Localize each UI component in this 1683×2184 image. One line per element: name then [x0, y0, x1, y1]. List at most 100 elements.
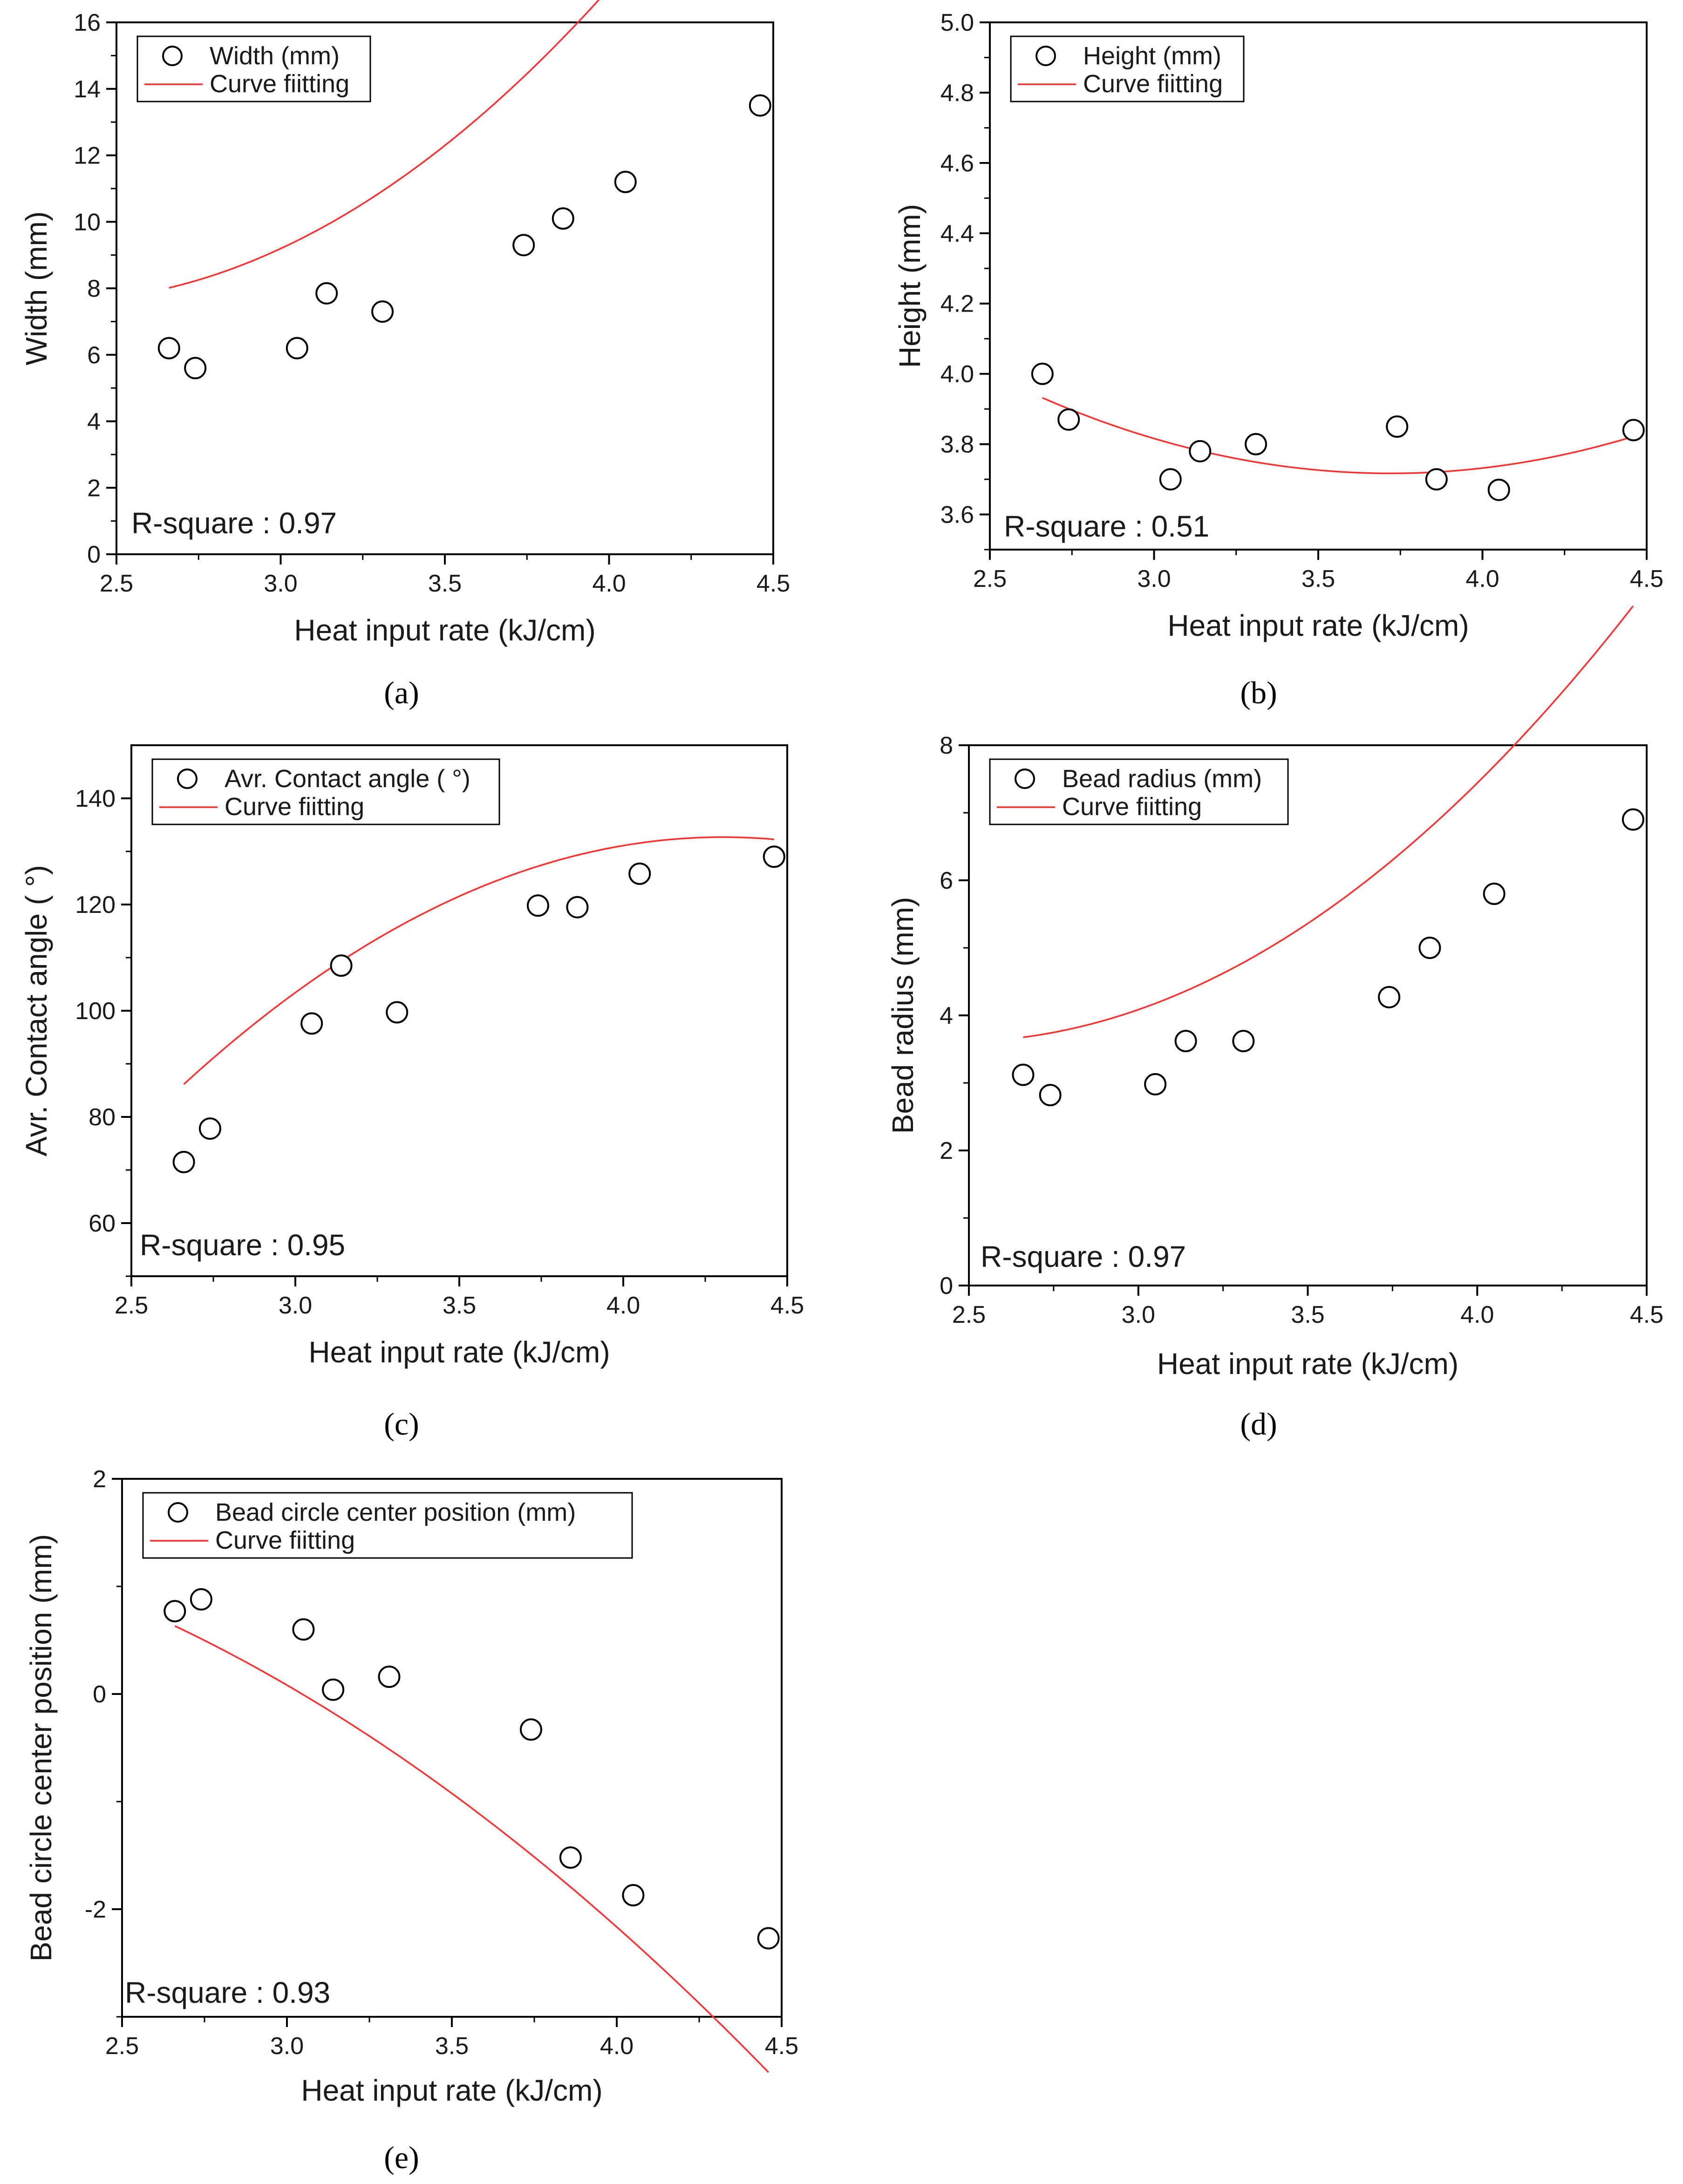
y-tick-label: 0 — [93, 1681, 106, 1708]
data-point — [1245, 433, 1267, 456]
legend-label-fit: Curve fiitting — [1062, 793, 1202, 821]
panel-caption: (d) — [1240, 1406, 1277, 1442]
legend-label-data: Avr. Contact angle ( °) — [225, 765, 470, 793]
legend-label-data: Bead radius (mm) — [1062, 765, 1262, 793]
y-tick-label: 0 — [940, 1272, 953, 1300]
y-tick-label: 3.6 — [940, 502, 974, 529]
r-square-annotation: R-square : 0.95 — [140, 1228, 345, 1262]
y-tick-label: 2 — [93, 1466, 106, 1493]
data-point — [512, 234, 535, 257]
data-point — [386, 1001, 409, 1024]
data-point — [1159, 468, 1182, 491]
y-tick-label: 12 — [74, 143, 101, 170]
data-point — [1031, 362, 1054, 385]
y-axis-label: Bead circle center position (mm) — [24, 1534, 58, 1962]
y-axis-label: Height (mm) — [893, 204, 927, 368]
x-axis-label: Heat input rate (kJ/cm) — [294, 613, 595, 647]
data-point — [164, 1600, 186, 1623]
y-tick-label: 8 — [940, 732, 953, 759]
x-tick-label: 3.5 — [435, 2033, 469, 2060]
data-point — [1189, 440, 1212, 463]
legend-label-data: Height (mm) — [1083, 42, 1221, 70]
legend — [989, 758, 1289, 825]
x-tick-label: 2.5 — [973, 565, 1007, 592]
y-tick-label: 2 — [940, 1137, 953, 1164]
data-point — [622, 1884, 645, 1906]
data-point — [559, 1846, 582, 1869]
x-axis-label: Heat input rate (kJ/cm) — [1157, 1347, 1458, 1381]
data-point — [198, 1117, 221, 1140]
x-tick-label: 4.0 — [1460, 1301, 1494, 1328]
legend-label-fit: Curve fiitting — [215, 1526, 355, 1554]
x-tick-label: 4.5 — [765, 2033, 798, 2060]
chart-a: 2.5 3.0 3.5 4.0 4.5 0 2 4 6 8 10 12 14 16 Heat input r… — [20, 0, 790, 710]
data-point — [172, 1150, 195, 1173]
y-tick-label: 16 — [74, 9, 101, 36]
y-tick-label: 5.0 — [940, 9, 974, 36]
y-tick-label: 4.8 — [940, 80, 974, 107]
x-tick-label: 2.5 — [105, 2033, 139, 2060]
y-tick-label: 4.4 — [940, 220, 974, 247]
y-tick-label: 80 — [89, 1104, 116, 1131]
x-tick-label: 4.0 — [592, 570, 626, 597]
x-tick-label: 2.5 — [115, 1292, 148, 1319]
data-point — [526, 894, 549, 917]
legend-label-fit: Curve fiitting — [210, 70, 349, 98]
fit-curve — [1042, 397, 1634, 475]
data-point — [286, 337, 308, 360]
x-tick-label: 3.0 — [279, 1292, 312, 1319]
r-square-annotation: R-square : 0.51 — [1004, 510, 1209, 543]
data-point — [378, 1666, 401, 1688]
legend — [151, 758, 500, 825]
data-point — [1378, 986, 1401, 1008]
x-tick-label: 3.5 — [1291, 1301, 1324, 1328]
y-axis-label: Width (mm) — [20, 211, 53, 366]
x-tick-label: 2.5 — [952, 1301, 986, 1328]
y-tick-label: -2 — [85, 1896, 106, 1923]
panel-caption: (a) — [384, 675, 419, 710]
data-point — [552, 207, 574, 230]
data-point — [1487, 478, 1510, 501]
chart-d: 2.5 3.0 3.5 4.0 4.5 0 2 4 6 8 Heat input rate (kJ/… — [886, 606, 1663, 1442]
x-axis-label: Heat input rate (kJ/cm) — [308, 1335, 610, 1369]
legend-label-fit: Curve fiitting — [1083, 70, 1223, 98]
fit-curve — [174, 1625, 769, 2073]
data-point — [1057, 408, 1080, 431]
fit-curve — [183, 836, 774, 1085]
x-tick-label: 3.0 — [1137, 565, 1171, 592]
y-tick-label: 60 — [89, 1210, 116, 1237]
data-point — [300, 1012, 323, 1035]
legend-label-fit: Curve fiitting — [225, 793, 364, 821]
data-point — [566, 896, 589, 919]
y-tick-label: 6 — [87, 342, 101, 369]
data-point — [315, 282, 338, 305]
data-point — [1622, 419, 1645, 442]
plot-frame — [968, 744, 1648, 1286]
panel-caption: (c) — [384, 1406, 419, 1442]
fit-curve — [169, 0, 600, 289]
data-point — [1483, 883, 1506, 905]
x-tick-label: 3.5 — [443, 1292, 476, 1319]
y-tick-label: 10 — [74, 209, 101, 236]
plot-frame — [121, 1478, 783, 2018]
data-point — [628, 862, 651, 885]
data-point — [763, 845, 785, 868]
legend-marker-circle — [162, 46, 183, 66]
y-axis-label: Avr. Contact angle ( °) — [20, 865, 53, 1157]
data-point — [519, 1718, 542, 1741]
y-tick-label: 140 — [75, 785, 116, 812]
x-tick-label: 2.5 — [100, 570, 133, 597]
legend-marker-circle — [1036, 46, 1056, 66]
y-tick-label: 4.2 — [940, 291, 974, 318]
data-point — [1174, 1030, 1197, 1053]
legend-marker-circle — [177, 769, 198, 789]
y-tick-label: 120 — [75, 891, 116, 919]
r-square-annotation: R-square : 0.97 — [981, 1240, 1186, 1273]
chart-b: 2.5 3.0 3.5 4.0 4.5 3.6 3.8 4.0 4.2 4.4 4.6 4.8 5.0 H… — [893, 9, 1663, 710]
x-axis-label: Heat input rate (kJ/cm) — [1167, 609, 1469, 642]
x-tick-label: 3.0 — [264, 570, 297, 597]
legend-label-data: Width (mm) — [210, 42, 340, 70]
x-tick-label: 4.5 — [770, 1292, 804, 1319]
x-tick-label: 3.5 — [1301, 565, 1335, 592]
x-tick-label: 4.0 — [1465, 565, 1499, 592]
